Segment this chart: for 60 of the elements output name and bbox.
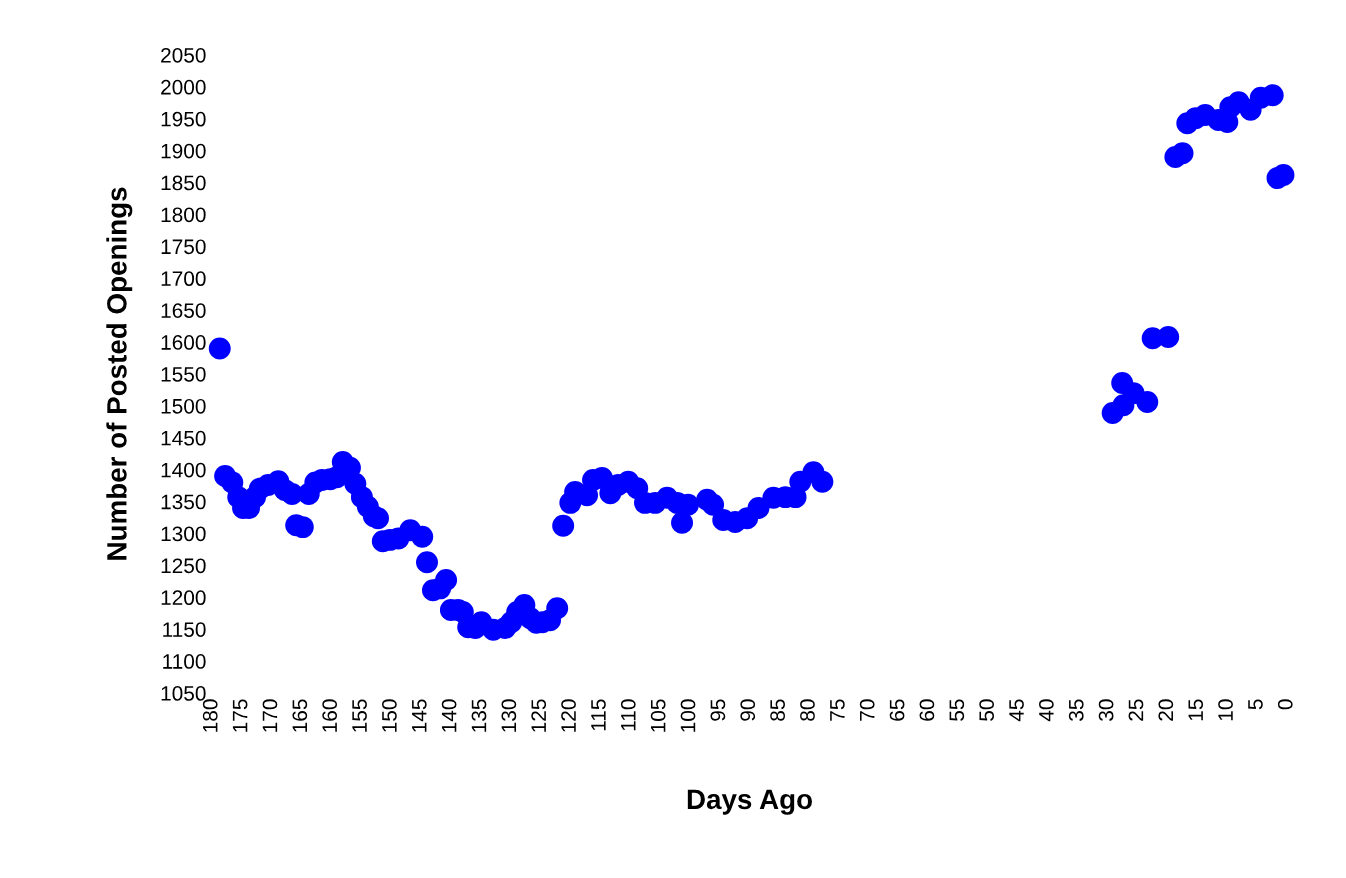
x-tick-label: 95 (710, 699, 726, 721)
x-tick-label: 15 (1188, 699, 1204, 721)
x-tick-label: 150 (382, 699, 397, 732)
y-tick-label: 1950 (161, 111, 206, 127)
x-tick-label: 130 (501, 699, 517, 732)
y-tick-label: 1400 (161, 462, 206, 478)
y-tick-label: 2000 (161, 79, 206, 95)
y-tick-label: 1050 (161, 686, 206, 701)
x-tick-label: 175 (232, 699, 248, 732)
x-tick-label: 170 (262, 699, 278, 732)
x-tick-label: 120 (561, 699, 576, 732)
y-tick-label: 1200 (161, 590, 206, 606)
x-tick-label: 115 (591, 699, 606, 731)
y-tick-label: 1550 (161, 366, 206, 382)
x-tick-label: 80 (800, 699, 815, 721)
x-tick-label: 0 (1277, 699, 1293, 710)
x-tick-label: 100 (680, 699, 696, 732)
y-tick-label: 1800 (161, 207, 206, 223)
y-tick-label: 1900 (161, 143, 206, 159)
y-tick-label: 1500 (161, 398, 206, 414)
y-tick-label: 1300 (161, 526, 206, 542)
x-tick-label: 140 (441, 699, 457, 732)
y-tick-label: 1350 (161, 494, 206, 510)
x-tick-label: 55 (949, 699, 965, 721)
x-tick-label: 60 (919, 699, 935, 721)
x-tick-label: 160 (322, 699, 338, 732)
x-tick-label: 85 (770, 699, 785, 721)
x-tick-label: 30 (1098, 699, 1114, 721)
x-tick-label: 40 (1038, 699, 1054, 722)
x-tick-label: 135 (471, 699, 487, 732)
x-tick-label: 90 (740, 699, 756, 721)
y-tick-label: 1650 (161, 303, 206, 318)
y-tick-label: 1700 (161, 271, 206, 287)
y-tick-label: 1100 (163, 654, 206, 669)
x-tick-label: 10 (1218, 699, 1233, 721)
x-tick-label: 65 (889, 699, 905, 721)
x-tick-label: 105 (650, 699, 666, 732)
y-tick-label: 2050 (161, 47, 206, 63)
y-tick-label: 1600 (161, 335, 206, 350)
y-tick-label: 1750 (161, 239, 206, 255)
x-tick-label: 45 (1009, 699, 1024, 722)
x-axis-title: Days Ago (687, 789, 812, 815)
x-tick-label: 165 (292, 699, 308, 732)
y-tick-label: 1250 (161, 558, 206, 574)
x-tick-label: 25 (1128, 699, 1144, 721)
x-tick-label: 5 (1248, 699, 1263, 710)
x-tick-label: 75 (830, 699, 845, 721)
y-tick-label: 1450 (161, 430, 206, 446)
x-tick-label: 155 (352, 699, 367, 732)
x-tick-label: 110 (620, 699, 636, 731)
x-tick-label: 125 (531, 699, 547, 732)
y-tick-label: 1150 (163, 622, 206, 637)
y-tick-label: 1850 (161, 175, 206, 191)
x-tick-label: 145 (412, 699, 427, 732)
x-tick-label: 180 (202, 699, 218, 732)
y-axis-title: Number of Posted Openings (106, 187, 133, 560)
x-tick-label: 35 (1068, 699, 1084, 721)
x-tick-label: 50 (979, 699, 995, 721)
x-tick-label: 70 (859, 699, 875, 721)
x-tick-label: 20 (1158, 699, 1174, 721)
